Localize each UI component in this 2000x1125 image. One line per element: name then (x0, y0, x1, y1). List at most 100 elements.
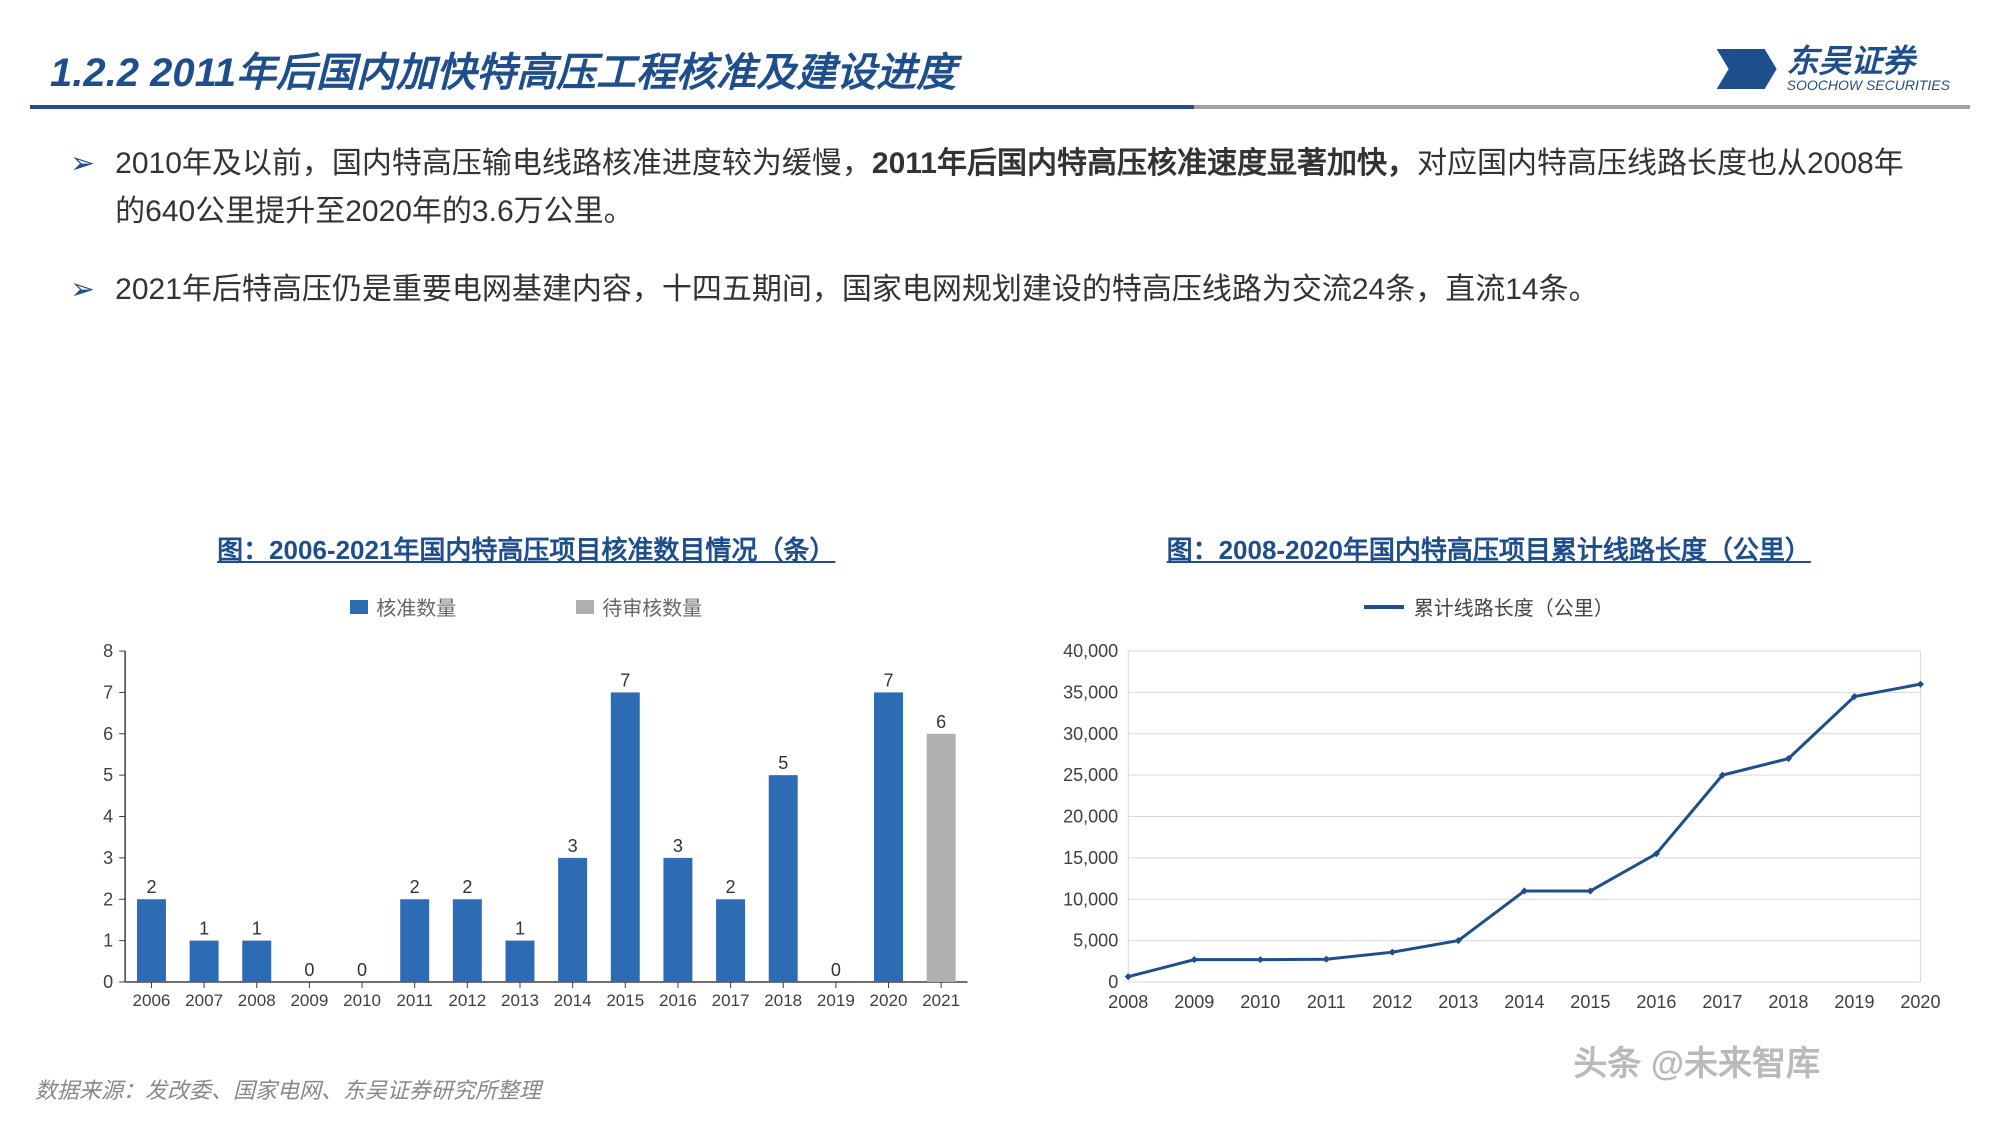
svg-text:15,000: 15,000 (1063, 848, 1118, 868)
legend-label: 待审核数量 (602, 592, 702, 621)
bullet-text: 2021年后特高压仍是重要电网基建内容，十四五期间，国家电网规划建设的特高压线路… (115, 266, 1930, 314)
svg-text:2012: 2012 (448, 991, 486, 1010)
header-divider (30, 105, 1970, 109)
svg-text:25,000: 25,000 (1063, 765, 1118, 785)
svg-text:2013: 2013 (501, 991, 539, 1010)
svg-text:2009: 2009 (290, 991, 328, 1010)
svg-text:0: 0 (304, 960, 314, 980)
legend-swatch (576, 600, 594, 614)
svg-text:2: 2 (103, 889, 113, 909)
legend-item-approved: 核准数量 (350, 592, 456, 621)
bullet-2: ➢ 2021年后特高压仍是重要电网基建内容，十四五期间，国家电网规划建设的特高压… (70, 266, 1930, 314)
line-legend-item: 累计线路长度（公里） (1364, 592, 1614, 621)
bullet-pre: 2021年后特高压仍是重要电网基建内容，十四五期间，国家电网规划建设的特高压线路… (115, 273, 1598, 306)
svg-text:1: 1 (515, 919, 525, 939)
svg-text:2: 2 (146, 877, 156, 897)
line-legend-label: 累计线路长度（公里） (1414, 592, 1614, 621)
svg-text:10,000: 10,000 (1063, 889, 1118, 909)
svg-text:0: 0 (1108, 972, 1118, 992)
svg-text:2017: 2017 (712, 991, 750, 1010)
svg-text:2008: 2008 (1108, 992, 1148, 1012)
svg-text:2011: 2011 (1306, 992, 1345, 1012)
bullet-bold: 2011年后国内特高压核准速度显著加快， (872, 147, 1417, 180)
page-title: 1.2.2 2011年后国内加快特高压工程核准及建设进度 (50, 40, 956, 98)
svg-text:5: 5 (103, 765, 113, 785)
bar-chart-block: 图：2006-2021年国内特高压项目核准数目情况（条） 核准数量 待审核数量 … (75, 530, 978, 1037)
svg-text:40,000: 40,000 (1063, 641, 1118, 661)
header: 1.2.2 2011年后国内加快特高压工程核准及建设进度 东吴证券 SOOCHO… (50, 40, 1950, 98)
svg-text:2019: 2019 (817, 991, 855, 1010)
svg-text:2: 2 (410, 877, 420, 897)
svg-text:2007: 2007 (185, 991, 223, 1010)
bar-legend: 核准数量 待审核数量 (75, 592, 978, 621)
content-body: ➢ 2010年及以前，国内特高压输电线路核准进度较为缓慢，2011年后国内特高压… (70, 140, 1930, 344)
svg-text:6: 6 (103, 724, 113, 744)
line-chart: 0 5,000 10,000 15,000 20,000 25,000 30,000 35,0… (1038, 631, 1941, 1032)
svg-text:2: 2 (726, 877, 736, 897)
bullet-pre: 2010年及以前，国内特高压输电线路核准进度较为缓慢， (115, 147, 872, 180)
svg-text:4: 4 (103, 807, 113, 827)
svg-text:5,000: 5,000 (1073, 931, 1118, 951)
svg-text:2011: 2011 (396, 991, 433, 1010)
svg-text:2019: 2019 (1834, 992, 1874, 1012)
svg-text:2018: 2018 (764, 991, 802, 1010)
svg-text:0: 0 (357, 960, 367, 980)
logo-cn: 东吴证券 (1787, 45, 1950, 77)
logo-text: 东吴证券 SOOCHOW SECURITIES (1787, 45, 1950, 93)
bullet-text: 2010年及以前，国内特高压输电线路核准进度较为缓慢，2011年后国内特高压核准… (115, 140, 1930, 236)
svg-text:2020: 2020 (870, 991, 908, 1010)
svg-text:20,000: 20,000 (1063, 807, 1118, 827)
legend-swatch (350, 600, 368, 614)
svg-text:6: 6 (936, 712, 946, 732)
line-legend-swatch (1364, 605, 1404, 609)
svg-text:35,000: 35,000 (1063, 682, 1118, 702)
svg-text:1: 1 (199, 919, 209, 939)
svg-text:2012: 2012 (1372, 992, 1412, 1012)
svg-text:2015: 2015 (1570, 992, 1610, 1012)
svg-text:3: 3 (103, 848, 113, 868)
charts-row: 图：2006-2021年国内特高压项目核准数目情况（条） 核准数量 待审核数量 … (75, 530, 1940, 1037)
data-source: 数据来源：发改委、国家电网、东吴证券研究所整理 (35, 1073, 541, 1105)
bar-chart: 0123456782200612007120080200902010220112… (75, 631, 978, 1032)
svg-text:3: 3 (568, 836, 578, 856)
company-logo: 东吴证券 SOOCHOW SECURITIES (1717, 45, 1950, 93)
line-chart-block: 图：2008-2020年国内特高压项目累计线路长度（公里） 累计线路长度（公里）… (1038, 530, 1941, 1037)
svg-text:2008: 2008 (238, 991, 276, 1010)
svg-text:1: 1 (252, 919, 262, 939)
svg-text:2014: 2014 (1504, 992, 1544, 1012)
svg-text:2006: 2006 (133, 991, 171, 1010)
svg-text:2016: 2016 (659, 991, 697, 1010)
svg-text:2010: 2010 (1240, 992, 1280, 1012)
line-chart-title: 图：2008-2020年国内特高压项目累计线路长度（公里） (1038, 530, 1941, 567)
bullet-1: ➢ 2010年及以前，国内特高压输电线路核准进度较为缓慢，2011年后国内特高压… (70, 140, 1930, 236)
svg-text:2013: 2013 (1438, 992, 1478, 1012)
bullet-marker-icon: ➢ (70, 266, 95, 314)
line-legend: 累计线路长度（公里） (1038, 592, 1941, 621)
svg-text:7: 7 (883, 670, 893, 690)
svg-text:2015: 2015 (606, 991, 644, 1010)
svg-text:30,000: 30,000 (1063, 724, 1118, 744)
svg-text:2018: 2018 (1768, 992, 1808, 1012)
legend-item-pending: 待审核数量 (576, 592, 702, 621)
svg-text:2009: 2009 (1174, 992, 1214, 1012)
legend-label: 核准数量 (376, 592, 456, 621)
logo-icon (1717, 49, 1777, 89)
svg-text:7: 7 (103, 682, 113, 702)
bullet-marker-icon: ➢ (70, 140, 95, 236)
svg-text:2016: 2016 (1636, 992, 1676, 1012)
svg-text:2020: 2020 (1900, 992, 1940, 1012)
svg-text:2021: 2021 (922, 991, 960, 1010)
svg-text:7: 7 (620, 670, 630, 690)
svg-text:0: 0 (103, 972, 113, 992)
svg-text:3: 3 (673, 836, 683, 856)
logo-en: SOOCHOW SECURITIES (1787, 77, 1950, 93)
svg-text:0: 0 (831, 960, 841, 980)
svg-text:1: 1 (103, 931, 113, 951)
watermark: 头条 @未来智库 (1573, 1036, 1820, 1085)
svg-text:2010: 2010 (343, 991, 381, 1010)
svg-text:2017: 2017 (1702, 992, 1742, 1012)
svg-text:2: 2 (462, 877, 472, 897)
bar-chart-title: 图：2006-2021年国内特高压项目核准数目情况（条） (75, 530, 978, 567)
svg-text:5: 5 (778, 753, 788, 773)
svg-text:2014: 2014 (554, 991, 592, 1010)
